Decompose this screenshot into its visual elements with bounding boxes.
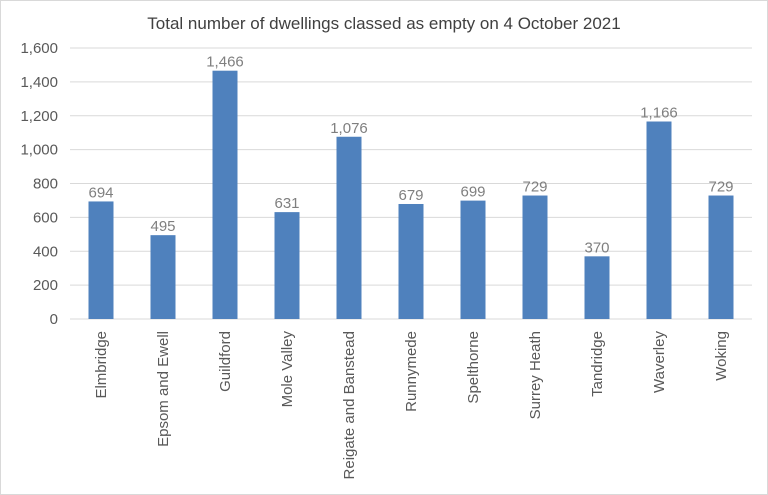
data-label: 370 [584,239,609,256]
bars [88,70,734,319]
bar [274,212,300,319]
y-tick-label: 1,400 [20,74,58,91]
y-tick-label: 1,200 [20,108,58,125]
y-tick-label: 200 [33,277,58,294]
data-label: 729 [522,179,547,196]
bar [398,203,424,319]
bar [708,195,734,319]
category-label: Mole Valley [279,331,296,408]
category-label: Woking [713,331,730,381]
y-tick-label: 0 [50,311,58,328]
bar [212,70,238,319]
bar [460,200,486,319]
y-axis-tick-labels: 0 200 400 600 800 1,000 1,200 1,400 1,600 [20,40,58,328]
bar [336,136,362,319]
category-label: Elmbridge [93,331,110,399]
data-label: 679 [398,187,423,204]
data-labels: 694 495 1,466 631 1,076 679 699 729 370 1,166 729 [88,54,733,257]
data-label: 1,166 [640,105,678,122]
bar [88,201,114,319]
category-labels: Elmbridge Epsom and Ewell Guildford Mole Va… [93,331,730,480]
category-label: Spelthorne [465,331,482,404]
bar [522,195,548,319]
data-label: 699 [460,184,485,201]
data-label: 631 [274,195,299,212]
y-tick-label: 800 [33,176,58,193]
data-label: 1,076 [330,120,368,137]
y-tick-label: 1,000 [20,142,58,159]
y-tick-label: 400 [33,243,58,260]
category-label: Waverley [651,331,668,393]
category-label: Runnymede [403,331,420,412]
data-label: 1,466 [206,54,244,71]
category-label: Guildford [217,331,234,392]
data-label: 495 [150,218,175,235]
bar [646,121,672,319]
category-label: Surrey Heath [527,331,544,419]
category-label: Reigate and Banstead [341,331,358,479]
y-tick-label: 600 [33,209,58,226]
bar [584,256,610,319]
chart-title: Total number of dwellings classed as emp… [147,14,621,33]
category-label: Epsom and Ewell [155,331,172,447]
category-label: Tandridge [589,331,606,397]
bar [150,235,176,319]
data-label: 694 [88,184,113,201]
data-label: 729 [708,179,733,196]
y-tick-label: 1,600 [20,40,58,57]
